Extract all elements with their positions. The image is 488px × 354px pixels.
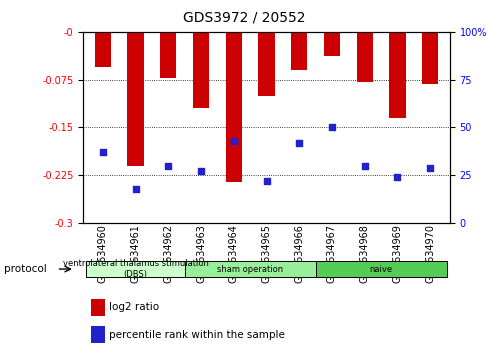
Point: [229, 138, 237, 144]
Point: [295, 140, 303, 145]
Text: protocol: protocol: [4, 264, 47, 274]
Bar: [91, 326, 104, 343]
Point: [164, 163, 172, 169]
Bar: [160, 32, 176, 78]
Bar: [356, 32, 372, 82]
Bar: [91, 299, 104, 315]
Bar: [315, 261, 446, 277]
Point: [327, 125, 335, 130]
Point: [131, 186, 139, 192]
Point: [393, 174, 401, 180]
Bar: [184, 261, 315, 277]
Bar: [94, 32, 111, 67]
Text: naive: naive: [369, 264, 392, 274]
Text: GDS3972 / 20552: GDS3972 / 20552: [183, 11, 305, 25]
Text: log2 ratio: log2 ratio: [108, 302, 159, 312]
Point: [262, 178, 270, 184]
Text: sham operation: sham operation: [217, 264, 283, 274]
Text: ventrolateral thalamus stimulation
(DBS): ventrolateral thalamus stimulation (DBS): [62, 259, 208, 279]
Bar: [290, 32, 307, 70]
Bar: [421, 32, 438, 84]
Bar: [388, 32, 405, 118]
Point: [360, 163, 368, 169]
Point: [99, 149, 106, 155]
Point: [426, 165, 433, 170]
Bar: [192, 32, 209, 108]
Bar: [323, 32, 340, 56]
Bar: [225, 32, 242, 182]
Bar: [127, 32, 143, 166]
Point: [197, 169, 204, 174]
Bar: [258, 32, 274, 96]
Text: percentile rank within the sample: percentile rank within the sample: [108, 330, 284, 340]
Bar: [86, 261, 184, 277]
